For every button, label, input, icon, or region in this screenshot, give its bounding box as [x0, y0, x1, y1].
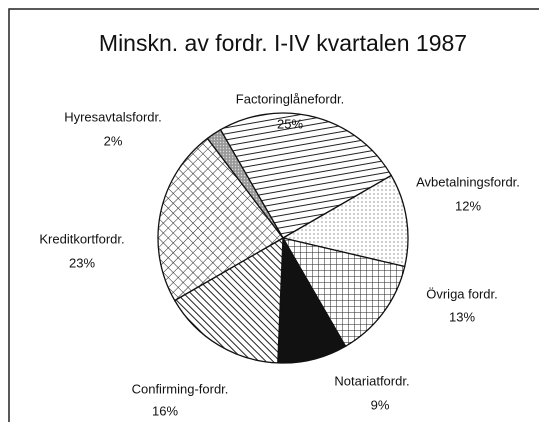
pie-slice [219, 112, 393, 239]
pie-slice [206, 128, 284, 239]
slice-label: Kreditkortfordr. [39, 231, 124, 246]
chart-title: Minskn. av fordr. I-IV kvartalen 1987 [99, 30, 467, 56]
slice-label: Avbetalningsfordr. [416, 174, 520, 189]
slice-label: Confirming-fordr. [132, 381, 229, 396]
slice-value-label: 2% [104, 133, 123, 148]
slice-label: Hyresavtalsfordr. [64, 109, 162, 124]
slice-label: Övriga fordr. [426, 286, 498, 301]
slice-value-label: 23% [69, 255, 95, 270]
slice-value-label: 25% [277, 116, 303, 131]
slice-value-label: 12% [455, 198, 481, 213]
slice-value-label: 9% [371, 397, 390, 412]
slice-value-label: 13% [449, 309, 475, 324]
pie-slice [281, 237, 406, 348]
pie-slice [173, 236, 284, 364]
slice-value-label: 16% [152, 403, 178, 418]
slice-label: Factoringlånefordr. [236, 91, 344, 106]
slice-label: Notariatfordr. [334, 373, 409, 388]
frame [8, 8, 539, 422]
pie-slice [157, 137, 284, 302]
pie-slice [281, 174, 409, 268]
